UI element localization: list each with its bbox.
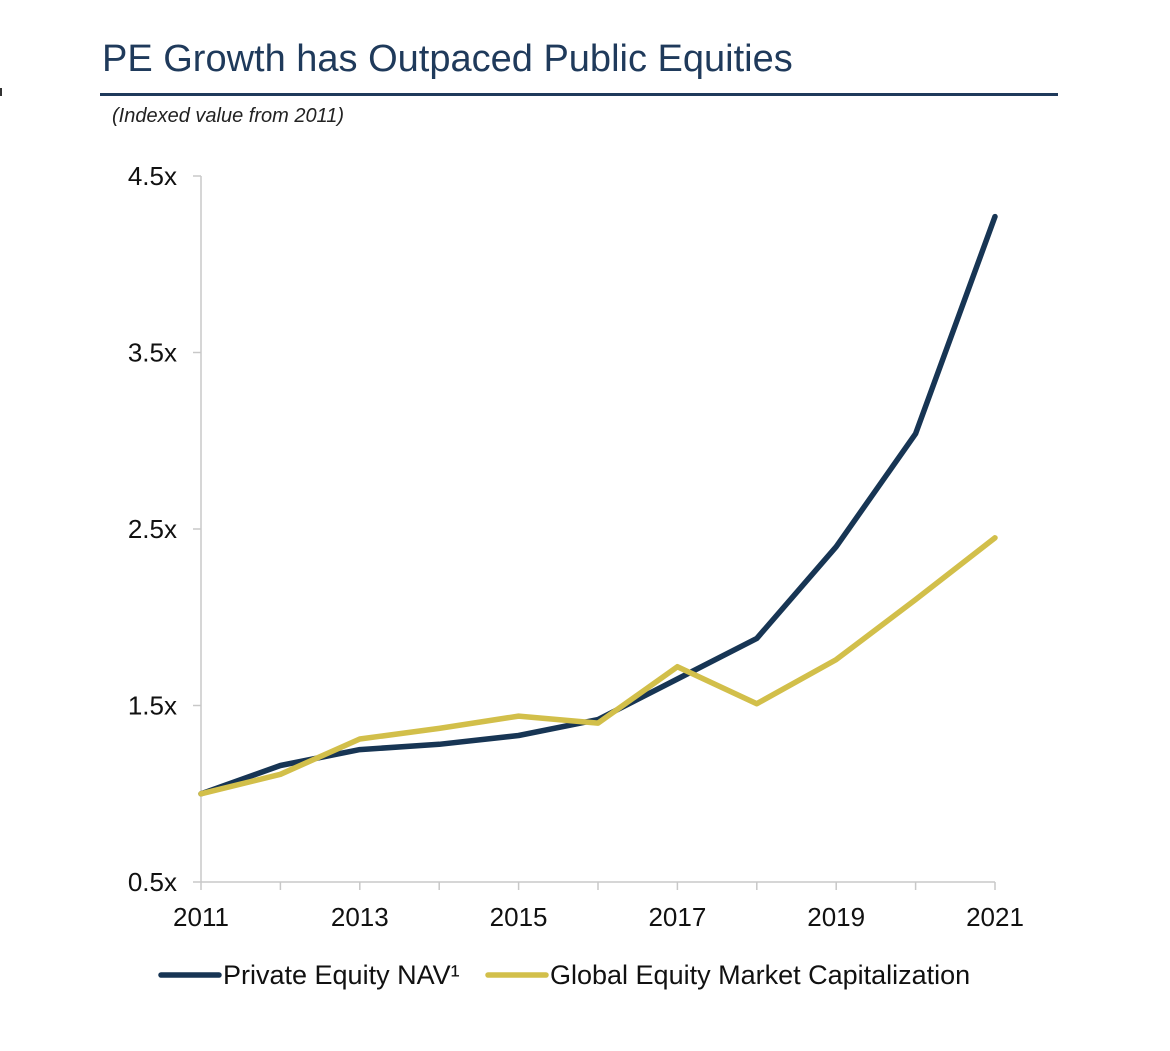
y-tick-label: 1.5x <box>128 691 177 721</box>
series-line-private-equity-nav <box>198 213 998 797</box>
x-tick-label: 2017 <box>648 902 706 932</box>
page-title: PE Growth has Outpaced Public Equities <box>102 38 793 80</box>
legend-label-private-equity-nav: Private Equity NAV¹ <box>223 960 460 990</box>
title-divider <box>100 93 1058 96</box>
x-tick-label: 2011 <box>173 902 229 932</box>
y-tick-label: 2.5x <box>128 514 177 544</box>
x-tick-label: 2015 <box>490 902 548 932</box>
y-tick-label: 0.5x <box>128 867 177 897</box>
y-tick-label: 3.5x <box>128 338 177 368</box>
series-line-global-equity-market-cap <box>198 535 998 797</box>
page-edge-mark <box>0 88 2 96</box>
y-tick-label: 4.5x <box>128 161 177 191</box>
chart-subtitle: (Indexed value from 2011) <box>112 105 344 127</box>
x-tick-label: 2013 <box>331 902 389 932</box>
legend-label-global-equity-market-cap: Global Equity Market Capitalization <box>550 960 970 990</box>
x-tick-label: 2021 <box>966 902 1024 932</box>
x-tick-label: 2019 <box>807 902 865 932</box>
